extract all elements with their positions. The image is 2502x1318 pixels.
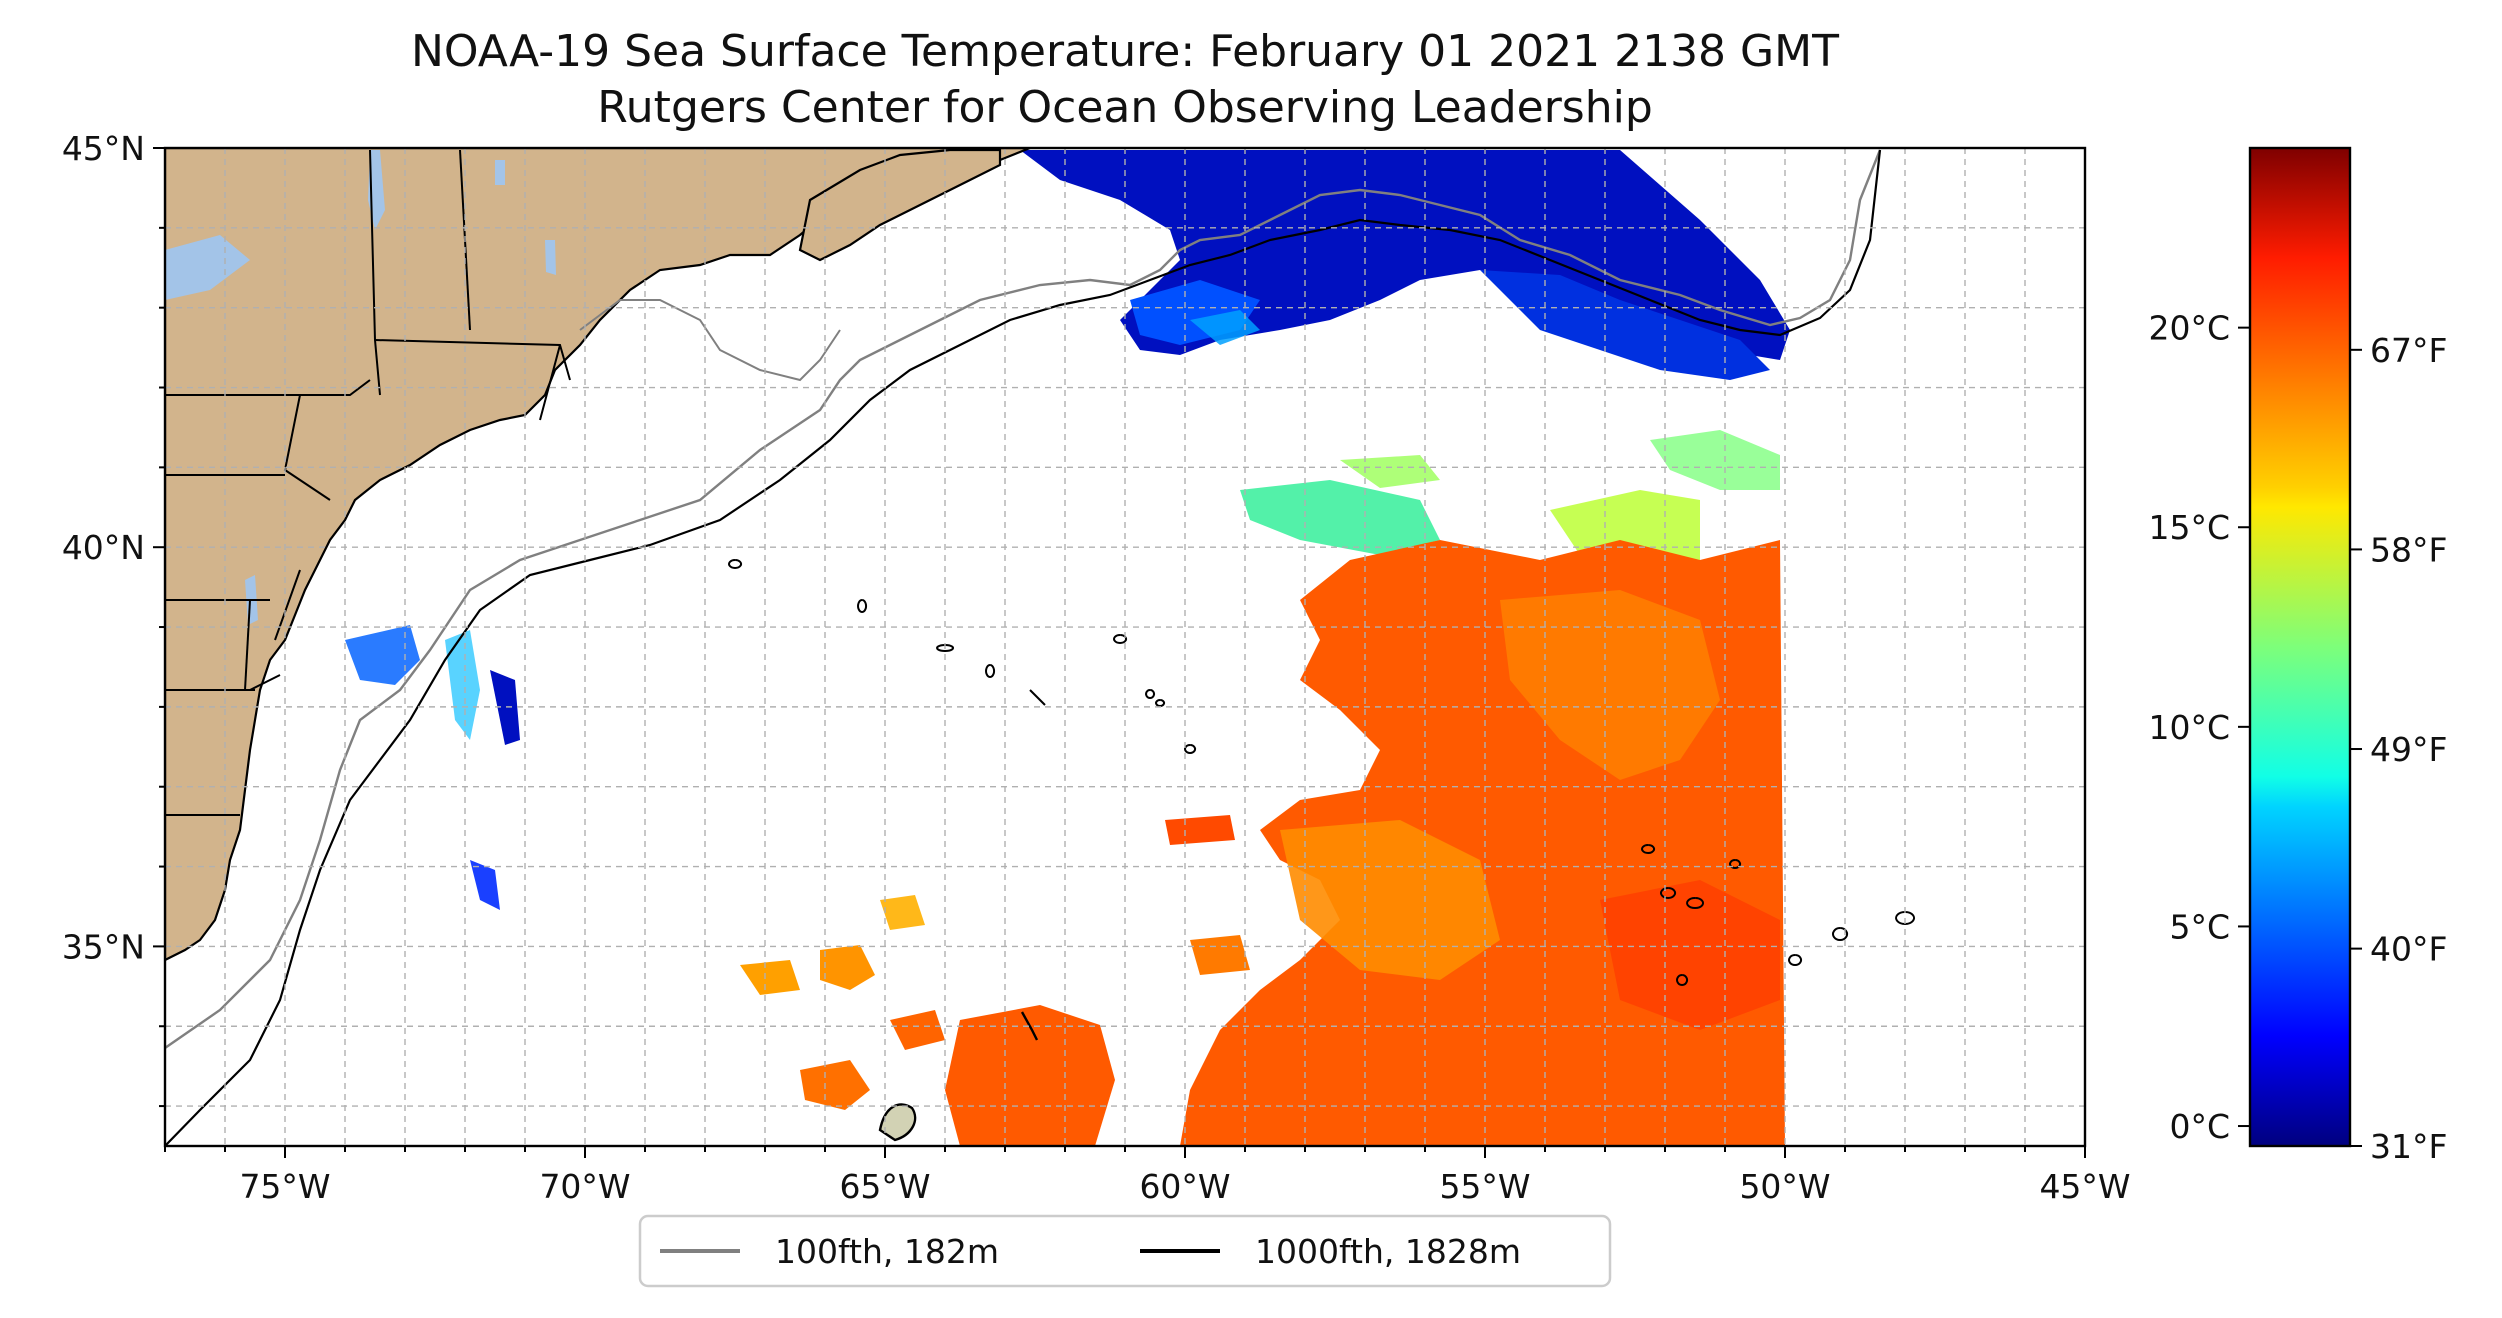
sst-shelf-patch — [470, 860, 500, 910]
colorbar-celsius-label: 0°C — [2169, 1107, 2230, 1146]
bermuda-island — [878, 1103, 917, 1142]
colorbar-celsius-label: 10°C — [2148, 708, 2230, 747]
sst-warm-patch — [740, 960, 800, 995]
y-tick-label: 45°N — [62, 129, 145, 168]
seamount-contour — [1686, 897, 1704, 909]
colorbar-fahrenheit-label: 49°F — [2370, 730, 2447, 769]
north-america-land — [165, 148, 1031, 962]
isobath-100fth — [579, 299, 841, 382]
y-tick-label: 40°N — [62, 528, 145, 567]
colorbar-fahrenheit-label: 58°F — [2370, 530, 2447, 569]
sst-shelf-patch — [345, 625, 420, 685]
sst-cold-patch — [1480, 270, 1770, 380]
land-layer — [165, 148, 1031, 962]
sst-mid-band — [1240, 480, 1440, 555]
colorbar: 0°C 5°C 10°C 15°C 20°C 31°F 40°F 49°F 58°F 67°F — [2148, 146, 2447, 1166]
isobath-100fth — [165, 149, 1882, 1049]
lake — [495, 160, 505, 185]
lake — [545, 240, 556, 275]
colorbar-gradient — [2248, 146, 2352, 1148]
x-tick-label: 75°W — [239, 1167, 330, 1206]
seamount-contour — [1184, 744, 1197, 754]
bathymetry-layer — [165, 149, 1916, 1146]
isobath-1000fth — [165, 149, 1882, 1146]
sst-warm-patch — [880, 895, 925, 930]
colorbar-celsius-label: 5°C — [2169, 907, 2230, 946]
seamount-contour — [936, 644, 954, 652]
sst-warm-patch — [800, 1060, 870, 1110]
sst-data-layer — [165, 150, 1790, 1146]
seamount-contour — [857, 599, 868, 613]
nova-scotia-land — [798, 148, 1002, 262]
seamount-contour — [1641, 844, 1656, 854]
sst-mid-band — [1650, 430, 1780, 490]
x-tick-label: 70°W — [539, 1167, 630, 1206]
colorbar-fahrenheit-label: 40°F — [2370, 930, 2447, 969]
y-tick-label: 35°N — [62, 927, 145, 966]
sst-warm-patch — [945, 1005, 1115, 1146]
colorbar-celsius-label: 15°C — [2148, 508, 2230, 547]
legend: 100fth, 182m 1000fth, 1828m — [638, 1214, 1612, 1288]
sst-mid-band — [1340, 455, 1440, 488]
sst-warm-patch — [1280, 820, 1500, 980]
colorbar-celsius-ticks: 0°C 5°C 10°C 15°C 20°C — [2148, 309, 2250, 1146]
state-borders — [165, 149, 571, 816]
y-axis-ticks: 45°N 40°N 35°N — [62, 129, 165, 1108]
colorbar-celsius-label: 20°C — [2148, 309, 2230, 348]
sst-warm-patch — [1165, 815, 1235, 845]
x-tick-label: 45°W — [2039, 1167, 2130, 1206]
x-axis-ticks: 75°W 70°W 65°W 60°W 55°W 50°W 45°W — [164, 1146, 2131, 1206]
seamount-contour — [1660, 887, 1677, 899]
sst-cold-patch — [1190, 310, 1260, 345]
sst-warm-patch — [890, 1010, 945, 1050]
title-line-2: Rutgers Center for Ocean Observing Leade… — [597, 82, 1653, 133]
sst-warm-patch — [1600, 880, 1780, 1030]
legend-label-1000fth: 1000fth, 1828m — [1255, 1232, 1521, 1271]
sst-shelf-patch — [490, 670, 520, 745]
seamount-contour — [985, 664, 996, 678]
sst-warm-patch — [1190, 935, 1250, 975]
seamount-contour — [1788, 954, 1803, 966]
x-tick-label: 55°W — [1439, 1167, 1530, 1206]
seamount-contour — [728, 559, 743, 569]
sst-shelf-patch — [445, 630, 480, 740]
legend-label-100fth: 100fth, 182m — [775, 1232, 999, 1271]
seamount-contour — [1029, 689, 1046, 706]
colorbar-fahrenheit-label: 67°F — [2370, 331, 2447, 370]
seamount-contour — [1020, 1011, 1039, 1041]
map-panel — [165, 148, 2085, 1146]
seamount-contour — [1145, 689, 1156, 699]
seamount-contour — [1155, 699, 1166, 707]
colorbar-fahrenheit-ticks: 31°F 40°F 49°F 58°F 67°F — [2350, 331, 2447, 1166]
seamount-contour — [1729, 859, 1742, 869]
title-line-1: NOAA-19 Sea Surface Temperature: Februar… — [411, 26, 1839, 77]
x-tick-label: 65°W — [839, 1167, 930, 1206]
seamount-contour — [1676, 974, 1689, 986]
map-gridlines — [165, 148, 2085, 1146]
legend-box — [638, 1214, 1612, 1288]
lake — [165, 235, 250, 300]
colorbar-fahrenheit-label: 31°F — [2370, 1127, 2447, 1166]
sst-warm-patch — [820, 945, 875, 990]
x-tick-label: 50°W — [1739, 1167, 1830, 1206]
x-tick-label: 60°W — [1139, 1167, 1230, 1206]
